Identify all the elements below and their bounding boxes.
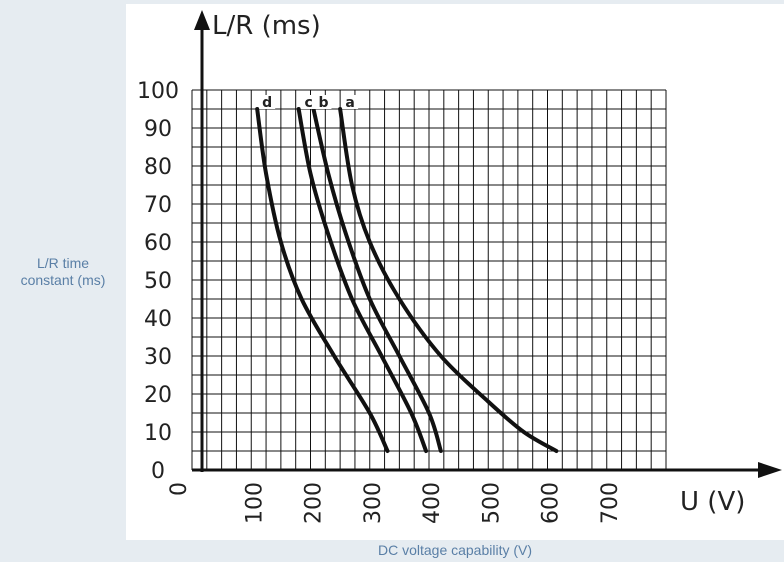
y-axis-arrowhead bbox=[194, 10, 210, 30]
series-line-d bbox=[255, 107, 390, 453]
y-arrow-label: L/R (ms) bbox=[212, 11, 321, 41]
y-tick-label: 90 bbox=[144, 117, 172, 142]
chart-panel: 0 10 20 30 40 50 60 70 80 90 100 0 100 200 300 400 500 60… bbox=[126, 4, 784, 540]
series-line-b bbox=[311, 107, 443, 453]
series-label-d: d bbox=[262, 95, 272, 111]
x-tick-label: 300 bbox=[361, 482, 386, 524]
y-tick-label: 60 bbox=[144, 231, 172, 256]
chart-svg: 0 10 20 30 40 50 60 70 80 90 100 0 100 200 300 400 500 60… bbox=[137, 10, 782, 524]
x-tick-label: 400 bbox=[420, 482, 445, 524]
tick-labels: 0 10 20 30 40 50 60 70 80 90 100 0 100 200 300 400 500 60… bbox=[137, 79, 623, 524]
x-tick-label: 600 bbox=[539, 482, 564, 524]
y-tick-label: 30 bbox=[144, 345, 172, 370]
series-line-c bbox=[296, 107, 429, 453]
series-label-a: a bbox=[345, 95, 354, 111]
x-arrow-label: U (V) bbox=[680, 487, 745, 517]
y-tick-label: 40 bbox=[144, 307, 172, 332]
x-tick-label: 700 bbox=[598, 482, 623, 524]
axes bbox=[192, 10, 782, 478]
y-tick-label: 70 bbox=[144, 193, 172, 218]
x-tick-label: 100 bbox=[242, 482, 267, 524]
series-labels: a bc d bbox=[259, 95, 359, 111]
grid bbox=[191, 89, 667, 471]
y-axis-label: L/R time constant (ms) bbox=[20, 255, 106, 288]
y-tick-label: 100 bbox=[137, 79, 179, 104]
y-tick-label: 10 bbox=[144, 421, 172, 446]
y-tick-label: 50 bbox=[144, 269, 172, 294]
series-label-c: c bbox=[304, 95, 312, 111]
series-label-b: b bbox=[318, 95, 328, 111]
y-tick-label: 20 bbox=[144, 383, 172, 408]
series-lines bbox=[255, 107, 559, 453]
series-label-bg-c bbox=[300, 95, 317, 109]
x-tick-label: 0 bbox=[167, 482, 192, 496]
series-label-bg-d bbox=[259, 95, 276, 109]
x-tick-label: 200 bbox=[302, 482, 327, 524]
series-line-a bbox=[338, 107, 559, 453]
series-label-bg-b bbox=[315, 95, 332, 109]
x-tick-label: 500 bbox=[479, 482, 504, 524]
y-tick-label: 0 bbox=[151, 459, 165, 484]
x-axis-arrowhead bbox=[758, 462, 782, 478]
series-label-bg-a bbox=[342, 95, 359, 109]
x-axis-label: DC voltage capability (V) bbox=[377, 542, 533, 558]
y-tick-label: 80 bbox=[144, 155, 172, 180]
